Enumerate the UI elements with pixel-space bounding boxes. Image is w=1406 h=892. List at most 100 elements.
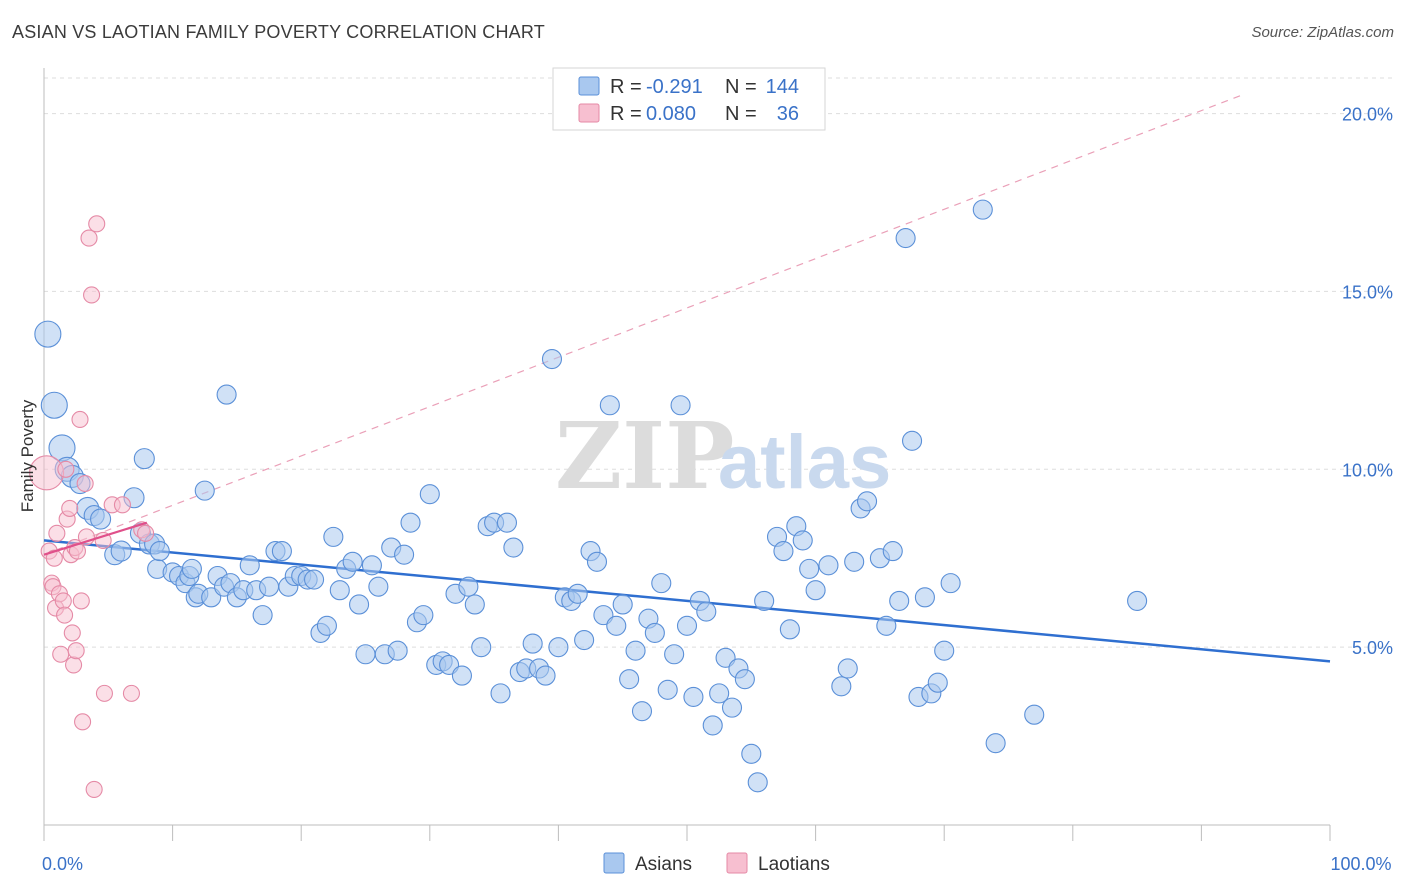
- asians-point-128: [876, 615, 897, 636]
- legend-r-value-laotians: 0.080: [646, 103, 696, 125]
- asians-point-22: [181, 558, 202, 579]
- laotians-point-30: [95, 684, 113, 702]
- asians-point-61: [419, 484, 440, 505]
- asians-point-131: [895, 228, 916, 249]
- legend-n-value-asians: 144: [766, 76, 799, 98]
- laotians-point-11: [57, 460, 75, 478]
- asians-point-57: [394, 544, 415, 565]
- asians-point-142: [1127, 590, 1148, 611]
- legend-top: R = -0.291 N = 144 R = 0.080 N = 36: [552, 67, 826, 131]
- laotians-point-33: [122, 684, 140, 702]
- laotians-point-28: [88, 215, 106, 233]
- asians-point-94: [631, 701, 653, 722]
- bottom-legend-swatch-laotians: [726, 852, 748, 874]
- legend-n-value-laotians: 36: [777, 103, 799, 125]
- bottom-legend-label-asians: Asians: [635, 854, 692, 875]
- asians-point-35: [252, 605, 273, 626]
- asians-point-1: [40, 391, 68, 419]
- laotians-point-15: [63, 624, 81, 642]
- asians-point-104: [696, 601, 717, 622]
- asians-point-79: [535, 665, 556, 686]
- legend-r-label-laotians: R =: [610, 103, 642, 125]
- asians-point-31: [216, 384, 237, 405]
- asians-point-101: [676, 615, 698, 636]
- asians-point-73: [496, 512, 518, 533]
- asians-point-100: [670, 395, 691, 416]
- legend-n-label-laotians: N =: [725, 103, 757, 125]
- asians-point-80: [541, 348, 563, 370]
- asians-point-47: [329, 580, 350, 601]
- laotians-point-20: [71, 410, 89, 429]
- asians-point-120: [805, 580, 826, 601]
- laotians-point-8: [52, 645, 70, 663]
- asians-point-92: [619, 669, 640, 690]
- x-tick-label-1: 100.0%: [1330, 854, 1391, 874]
- watermark-zip: ZIP: [555, 402, 734, 510]
- y-tick-label-1: 10.0%: [1342, 460, 1393, 480]
- asians-point-108: [721, 697, 743, 718]
- asians-point-81: [548, 637, 569, 658]
- laotians-point-22: [74, 713, 92, 731]
- asians-point-69: [471, 637, 492, 658]
- asians-point-89: [599, 395, 620, 416]
- tick-labels: 5.0% 10.0% 15.0% 20.0% 0.0% 100.0%: [42, 105, 1393, 874]
- laotians-point-27: [85, 780, 103, 798]
- asians-point-77: [522, 633, 543, 654]
- asians-point-66: [451, 665, 473, 686]
- asians-point-10: [110, 540, 132, 562]
- asians-point-118: [792, 530, 813, 551]
- asians-point-33: [239, 555, 260, 576]
- asians-point-97: [651, 573, 672, 594]
- legend-n-label-asians: N =: [725, 76, 757, 98]
- asians-point-105: [702, 715, 723, 736]
- asians-point-93: [625, 640, 646, 661]
- asians-point-90: [606, 615, 627, 636]
- asians-point-141: [1024, 704, 1045, 725]
- asians-point-126: [856, 491, 878, 512]
- asians-point-49: [342, 551, 363, 572]
- bottom-legend-label-laotians: Laotians: [758, 854, 830, 875]
- laotians-point-4: [45, 549, 63, 567]
- asians-point-52: [361, 555, 382, 576]
- asians-point-139: [972, 199, 993, 220]
- asians-point-132: [901, 430, 923, 451]
- legend-r-label-asians: R =: [610, 76, 642, 98]
- watermark: ZIP atlas: [555, 402, 891, 510]
- legend-swatch-laotians: [578, 103, 600, 123]
- asians-point-134: [914, 587, 935, 608]
- laotians-point-13: [61, 499, 79, 517]
- asians-point-25: [194, 480, 215, 501]
- asians-point-85: [574, 629, 595, 651]
- legend-swatch-asians: [578, 76, 600, 96]
- asians-point-124: [844, 551, 865, 572]
- asians-point-119: [799, 558, 820, 579]
- asians-point-129: [882, 541, 903, 562]
- laotians-points: [29, 215, 155, 798]
- asians-point-99: [664, 644, 685, 665]
- asians-point-110: [734, 669, 755, 690]
- asians-point-122: [831, 676, 852, 697]
- asians-point-0: [34, 320, 62, 348]
- y-axis-title: Family Poverty: [18, 399, 37, 512]
- asians-point-138: [940, 573, 961, 594]
- y-tick-label-0: 5.0%: [1352, 638, 1393, 658]
- laotians-point-10: [56, 606, 74, 624]
- asians-point-58: [400, 512, 421, 533]
- laotians-point-23: [76, 474, 94, 493]
- y-tick-label-2: 15.0%: [1342, 282, 1393, 302]
- asians-point-123: [837, 658, 858, 679]
- asians-point-53: [368, 576, 389, 597]
- axes: [43, 68, 1331, 841]
- asians-point-68: [464, 594, 485, 615]
- chart-title: ASIAN VS LAOTIAN FAMILY POVERTY CORRELAT…: [12, 22, 545, 42]
- laotians-trend-extension: [43, 95, 1241, 556]
- asians-point-137: [934, 640, 955, 661]
- asians-point-14: [133, 448, 155, 470]
- asians-point-102: [683, 686, 704, 707]
- asians-point-46: [323, 526, 344, 547]
- legend-bottom: Asians Laotians: [603, 852, 830, 875]
- legend-r-value-asians: -0.291: [646, 76, 703, 98]
- asians-point-98: [657, 679, 678, 700]
- y-tick-label-3: 20.0%: [1342, 105, 1393, 125]
- asians-point-130: [889, 590, 910, 611]
